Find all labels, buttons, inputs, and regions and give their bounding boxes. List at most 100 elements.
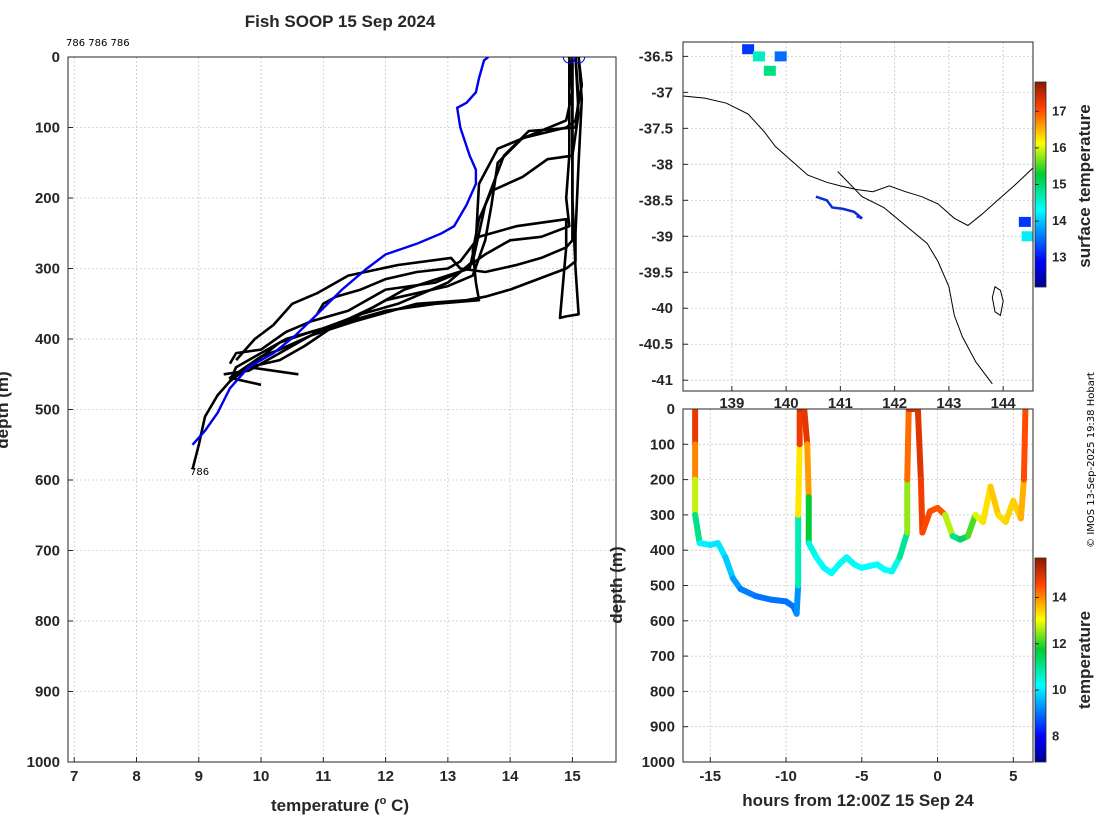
temperature-colorbar-tick-label: 8 xyxy=(1052,729,1059,744)
profile-x-tick-label: 13 xyxy=(440,768,457,785)
temperature-colorbar-label: temperature xyxy=(1075,611,1094,709)
profile-x-tick-label: 10 xyxy=(253,768,270,785)
climatology-line xyxy=(191,57,490,446)
map-x-tick-label: 141 xyxy=(828,395,853,412)
timeseries-panel: -15 -10 -5 0 5 01002003004005006007008009001… xyxy=(607,401,1094,810)
timeseries-y-tick-label: 400 xyxy=(650,542,675,559)
map-y-tick-label: -41 xyxy=(651,372,673,389)
profile-cast-line xyxy=(235,57,574,361)
timeseries-track-segment xyxy=(919,508,933,536)
profile-y-tick-label: 0 xyxy=(52,49,60,66)
timeseries-y-tick-label: 700 xyxy=(650,648,675,665)
timeseries-track-segment xyxy=(942,511,956,540)
map-colorbar-tick-label: 14 xyxy=(1052,213,1067,228)
timeseries-x-label: hours from 12:00Z 15 Sep 24 xyxy=(742,791,974,810)
map-y-tick-label: -40.5 xyxy=(639,336,673,353)
profile-cast-line xyxy=(247,57,580,376)
profile-cast-line xyxy=(228,57,580,382)
surface-marker-circle xyxy=(572,57,586,64)
profile-x-tick-label: 12 xyxy=(377,768,394,785)
timeseries-track-segment xyxy=(801,409,811,448)
copyright-note: © IMOS 13-Sep-2025 19:38 Hobart xyxy=(1086,372,1097,548)
timeseries-track-segment xyxy=(904,409,912,483)
profile-y-tick-label: 1000 xyxy=(27,754,60,771)
timeseries-track-segment xyxy=(793,582,802,617)
map-axes-frame xyxy=(682,41,1034,392)
map-x-tick-label: 139 xyxy=(719,395,744,412)
sst-patch xyxy=(752,51,765,62)
profile-x-label: temperature (o C) xyxy=(271,795,409,815)
map-x-tick-label: 144 xyxy=(991,395,1017,412)
temperature-colorbar-tick-label: 10 xyxy=(1052,682,1066,697)
sst-patch xyxy=(774,51,787,62)
map-y-tick-label: -37 xyxy=(651,84,673,101)
map-y-tick-label: -38.5 xyxy=(639,192,673,209)
timeseries-y-tick-label: 300 xyxy=(650,507,675,524)
timeseries-track-segment xyxy=(804,441,812,501)
map-colorbar-tick-label: 17 xyxy=(1052,103,1066,118)
surface-marker-circle xyxy=(562,57,576,64)
profile-cast-line xyxy=(191,57,574,470)
timeseries-track-segment xyxy=(1017,476,1027,522)
bottom-marker-annotation: 786 xyxy=(190,467,209,478)
profile-y-tick-label: 400 xyxy=(35,331,60,348)
profile-panel: Fish SOOP 15 Sep 2024 786 786 786 7 8 9 10 1… xyxy=(0,12,617,815)
timeseries-grid xyxy=(683,408,1033,763)
profile-x-tick-label: 15 xyxy=(564,768,581,785)
map-y-tick-label: -37.5 xyxy=(639,120,673,137)
timeseries-y-ticks: 0 100 200 300 400 500 600 700 800 900 1000 xyxy=(642,401,688,771)
profile-y-ticks: 0 100 200 300 400 500 600 700 800 900 1000 xyxy=(27,49,73,771)
profile-y-label: depth (m) xyxy=(0,371,12,448)
timeseries-track-segment xyxy=(987,483,1002,518)
map-coastline xyxy=(683,95,1033,227)
profile-x-tick-label: 9 xyxy=(195,768,203,785)
map-y-tick-label: -36.5 xyxy=(639,48,673,65)
profile-cast-line xyxy=(228,57,584,387)
profile-y-tick-label: 800 xyxy=(35,613,60,630)
profile-x-tick-label: 14 xyxy=(502,768,519,785)
map-x-tick-label: 142 xyxy=(882,395,907,412)
profile-y-tick-label: 500 xyxy=(35,402,60,419)
map-island xyxy=(991,285,1004,317)
profile-y-tick-label: 600 xyxy=(35,472,60,489)
profile-y-tick-label: 200 xyxy=(35,190,60,207)
profile-x-label-tail: C) xyxy=(386,796,409,815)
map-y-tick-label: -39 xyxy=(651,228,673,245)
map-inland-border xyxy=(837,171,993,385)
map-colorbar-label: surface temperature xyxy=(1075,104,1094,267)
timeseries-x-tick-label: -15 xyxy=(699,768,721,785)
sst-patch xyxy=(1021,231,1033,242)
timeseries-y-tick-label: 500 xyxy=(650,578,675,595)
profile-y-tick-label: 900 xyxy=(35,684,60,701)
temperature-colorbar xyxy=(1034,557,1047,763)
timeseries-y-label: depth (m) xyxy=(607,546,626,623)
sst-patch xyxy=(763,65,776,76)
profile-x-ticks: 7 8 9 10 11 12 13 14 15 xyxy=(70,757,581,785)
timeseries-track-segment xyxy=(914,409,924,483)
map-ship-track xyxy=(815,195,863,220)
timeseries-y-tick-label: 900 xyxy=(650,719,675,736)
timeseries-y-tick-label: 1000 xyxy=(642,754,675,771)
timeseries-y-tick-label: 0 xyxy=(667,401,675,418)
timeseries-track-segment xyxy=(964,511,979,540)
map-colorbar-tick-label: 13 xyxy=(1052,250,1066,265)
timeseries-y-tick-label: 600 xyxy=(650,613,675,630)
timeseries-track-segment xyxy=(795,441,803,518)
profile-x-label-sup: o xyxy=(380,795,387,807)
map-colorbar-ticks: 13 14 15 16 17 xyxy=(1035,103,1067,265)
temperature-colorbar-ticks: 8 10 12 14 xyxy=(1035,589,1067,744)
timeseries-track-segment xyxy=(722,554,736,582)
timeseries-y-tick-label: 200 xyxy=(650,472,675,489)
map-y-tick-label: -38 xyxy=(651,156,673,173)
timeseries-track xyxy=(692,409,1029,617)
timeseries-track-segment xyxy=(917,476,926,536)
temperature-colorbar-tick-label: 14 xyxy=(1052,589,1067,604)
timeseries-track-segment xyxy=(896,529,911,561)
profile-cast-line xyxy=(315,60,580,320)
profile-series xyxy=(191,57,586,470)
sst-patch xyxy=(742,44,755,55)
top-left-annotation: 786 786 786 xyxy=(66,38,130,49)
timeseries-x-tick-label: 5 xyxy=(1009,768,1017,785)
profile-grid xyxy=(68,56,616,763)
